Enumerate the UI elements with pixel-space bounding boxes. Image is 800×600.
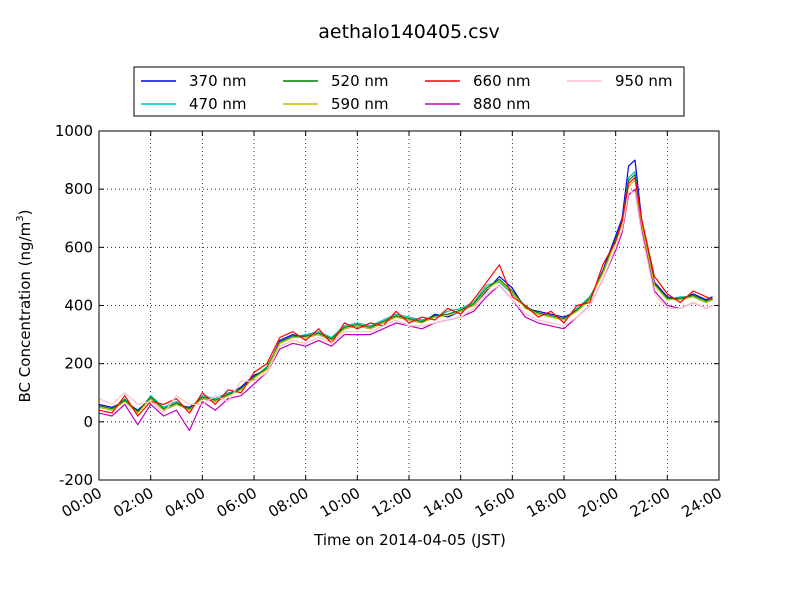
y-axis-label: BC Concentration (ng/m3): [15, 210, 34, 403]
x-tick-label: 16:00: [472, 484, 518, 521]
y-tick-label: 400: [64, 297, 93, 315]
y-axis-label-main: BC Concentration (ng/m: [16, 222, 34, 403]
y-tick-label: 1000: [55, 122, 93, 140]
axis-ticks: 00:00 02:00 04:00 06:00 08:00 10:00 12:00 14:00…: [55, 122, 725, 521]
legend-box: [133, 66, 685, 117]
x-tick-label: 14:00: [420, 484, 466, 521]
x-tick-label: 20:00: [575, 484, 621, 521]
x-tick-label: 22:00: [627, 484, 673, 521]
y-axis-label-sup: 3: [15, 215, 26, 221]
x-tick-label: 00:00: [59, 484, 105, 521]
y-tick-label: 0: [83, 413, 93, 431]
series-line-950-nm: [98, 191, 713, 414]
y-tick-label: -200: [59, 471, 93, 489]
legend-label-660-nm: 660 nm: [473, 72, 531, 90]
y-axis-label-close: ): [16, 210, 34, 216]
x-tick-label: 08:00: [265, 484, 311, 521]
x-tick-label: 02:00: [110, 484, 156, 521]
y-tick-label: 800: [64, 180, 93, 198]
legend-label-950-nm: 950 nm: [615, 72, 673, 90]
series-line-660-nm: [98, 176, 713, 417]
legend: 370 nm 470 nm 520 nm 590 nm 660 nm 880 nm 950 …: [133, 66, 685, 117]
x-axis-label: Time on 2014-04-05 (JST): [313, 531, 506, 549]
series-layer: [98, 159, 713, 432]
legend-label-470-nm: 470 nm: [189, 95, 247, 113]
x-tick-label: 06:00: [214, 484, 260, 521]
legend-label-590-nm: 590 nm: [331, 95, 389, 113]
x-tick-label: 18:00: [524, 484, 570, 521]
x-tick-label: 12:00: [369, 484, 415, 521]
legend-label-520-nm: 520 nm: [331, 72, 389, 90]
series-line-470-nm: [98, 171, 713, 414]
series-line-370-nm: [98, 159, 713, 411]
y-tick-label: 200: [64, 355, 93, 373]
chart-title: aethalo140405.csv: [318, 21, 500, 43]
x-tick-label: 10:00: [317, 484, 363, 521]
series-line-520-nm: [98, 174, 713, 413]
y-tick-label: 600: [64, 238, 93, 256]
x-tick-label: 24:00: [679, 484, 725, 521]
legend-label-370-nm: 370 nm: [189, 72, 247, 90]
x-tick-label: 04:00: [162, 484, 208, 521]
legend-label-880-nm: 880 nm: [473, 95, 531, 113]
series-line-590-nm: [98, 179, 713, 414]
